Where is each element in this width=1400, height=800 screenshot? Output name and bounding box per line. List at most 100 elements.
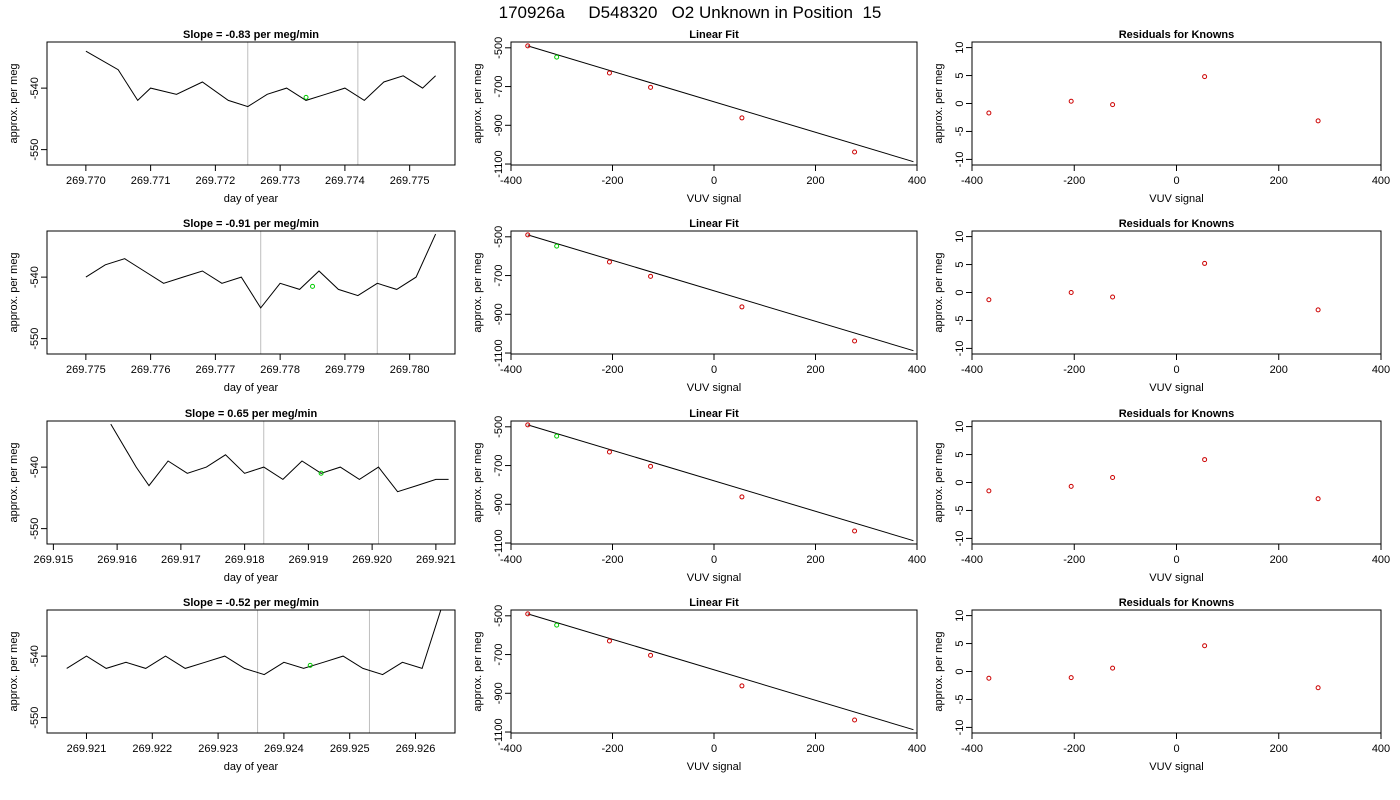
x-tick-label-5: 400 (908, 175, 926, 187)
panel-r3c2: -400 -200 0 200 400 -500 -700 -900 -1100 Linear F… (472, 408, 926, 584)
panel-title: Linear Fit (689, 29, 739, 41)
x-tick-label-4: 200 (806, 554, 824, 566)
x-tick-label-3: 0 (1173, 364, 1179, 376)
x-axis-label: VUV signal (1149, 572, 1203, 584)
x-tick-label-1: -400 (500, 554, 522, 566)
x-tick-label-2: -200 (1063, 175, 1085, 187)
known-point-2 (1068, 675, 1074, 681)
known-point-4 (1202, 643, 1208, 649)
y-tick-label-5: -10 (954, 340, 966, 356)
known-point-2 (1068, 98, 1074, 104)
series-line (110, 423, 449, 493)
x-tick-label-3: 0 (711, 554, 717, 566)
y-tick-label-5: -10 (954, 151, 966, 167)
x-tick-label-2: -200 (601, 175, 623, 187)
x-tick-label-5: 400 (908, 743, 926, 755)
x-tick-label-5: 269.774 (325, 175, 365, 187)
x-tick-label-4: 200 (1270, 743, 1288, 755)
y-tick-label-2: -550 (29, 518, 41, 540)
y-tick-label-2: -700 (493, 265, 505, 287)
known-point-1 (986, 488, 992, 494)
fit-line (527, 45, 914, 163)
y-tick-label-4: -1100 (493, 718, 505, 745)
data-layer (986, 260, 1321, 313)
y-tick-label-1: 10 (954, 230, 966, 242)
series-line (85, 50, 436, 108)
plot-frame (510, 609, 918, 734)
series-line (66, 610, 442, 676)
known-point-5 (1315, 685, 1321, 691)
x-tick-label-6: 269.920 (352, 554, 392, 566)
x-tick-label-3: 0 (711, 743, 717, 755)
fit-line (527, 234, 914, 352)
x-tick-label-6: 269.775 (390, 175, 430, 187)
known-point-2 (606, 70, 612, 76)
panel-r2c2: -400 -200 0 200 400 -500 -700 -900 -1100 Linear F… (472, 218, 926, 394)
y-tick-label-2: -700 (493, 76, 505, 98)
y-tick-label-2: 5 (954, 72, 966, 78)
y-axis-label: approx. per meg (933, 442, 945, 522)
known-point-4 (1202, 457, 1208, 463)
x-axis-label: day of year (224, 382, 279, 394)
x-tick-label-4: 269.924 (264, 743, 304, 755)
x-tick-label-1: -400 (961, 743, 983, 755)
x-tick-label-2: -200 (1063, 743, 1085, 755)
y-axis-label: approx. per meg (933, 631, 945, 711)
y-axis-label: approx. per meg (472, 252, 484, 332)
unknown-marker-point (303, 94, 309, 100)
x-tick-label-1: 269.915 (33, 554, 73, 566)
panel-r3c1: 269.915 269.916 269.917 269.918 269.919 269.9… (8, 408, 456, 584)
panel-r4c1: 269.921 269.922 269.923 269.924 269.925 269.9… (8, 597, 456, 773)
panel-title: Residuals for Knowns (1119, 408, 1235, 420)
plot-frame (46, 230, 456, 355)
x-tick-label-2: 269.771 (131, 175, 171, 187)
x-tick-label-2: 269.922 (132, 743, 172, 755)
x-axis-label: day of year (224, 193, 279, 205)
panel-r1c2: -400 -200 0 200 400 -500 -700 -900 -1100 Linear F… (472, 29, 926, 205)
y-tick-label-1: -500 (493, 226, 505, 248)
known-point-3 (648, 273, 654, 279)
x-tick-label-3: 269.772 (195, 175, 235, 187)
data-layer (525, 611, 914, 731)
y-tick-label-3: 0 (954, 289, 966, 295)
known-point-5 (852, 338, 858, 344)
x-tick-label-3: 0 (1173, 743, 1179, 755)
x-tick-label-6: 269.780 (390, 364, 430, 376)
y-tick-label-4: -5 (954, 316, 966, 326)
y-tick-label-1: -500 (493, 605, 505, 627)
x-tick-label-3: 0 (711, 364, 717, 376)
known-point-1 (525, 43, 531, 49)
figure-title: 170926a D548320 O2 Unknown in Position 1… (499, 3, 882, 22)
known-point-2 (606, 259, 612, 265)
x-tick-label-5: 269.779 (325, 364, 365, 376)
x-tick-label-4: 200 (806, 175, 824, 187)
y-tick-label-4: -5 (954, 506, 966, 516)
y-tick-label-5: -10 (954, 719, 966, 735)
y-tick-label-1: -540 (29, 645, 41, 667)
data-layer (525, 232, 914, 352)
x-tick-label-4: 200 (1270, 175, 1288, 187)
panel-title: Slope = -0.91 per meg/min (183, 218, 319, 230)
data-layer (986, 457, 1321, 502)
fit-line (527, 424, 914, 542)
known-point-3 (1110, 665, 1116, 671)
x-tick-label-3: 269.923 (198, 743, 238, 755)
panel-title: Slope = -0.52 per meg/min (183, 597, 319, 609)
x-tick-label-5: 400 (1372, 554, 1390, 566)
known-point-1 (986, 297, 992, 303)
fit-line (527, 613, 914, 731)
plot-frame (46, 609, 456, 734)
x-tick-label-1: -400 (961, 175, 983, 187)
x-tick-label-2: -200 (1063, 554, 1085, 566)
data-layer (85, 42, 436, 165)
x-tick-label-2: 269.776 (131, 364, 171, 376)
x-tick-label-1: 269.770 (66, 175, 106, 187)
x-tick-label-3: 269.777 (195, 364, 235, 376)
panel-title: Slope = -0.83 per meg/min (183, 29, 319, 41)
y-tick-label-3: -900 (493, 114, 505, 136)
unknown-point (554, 622, 560, 628)
y-axis-label: approx. per meg (8, 631, 20, 711)
known-point-4 (739, 494, 745, 500)
y-tick-label-3: 0 (954, 479, 966, 485)
